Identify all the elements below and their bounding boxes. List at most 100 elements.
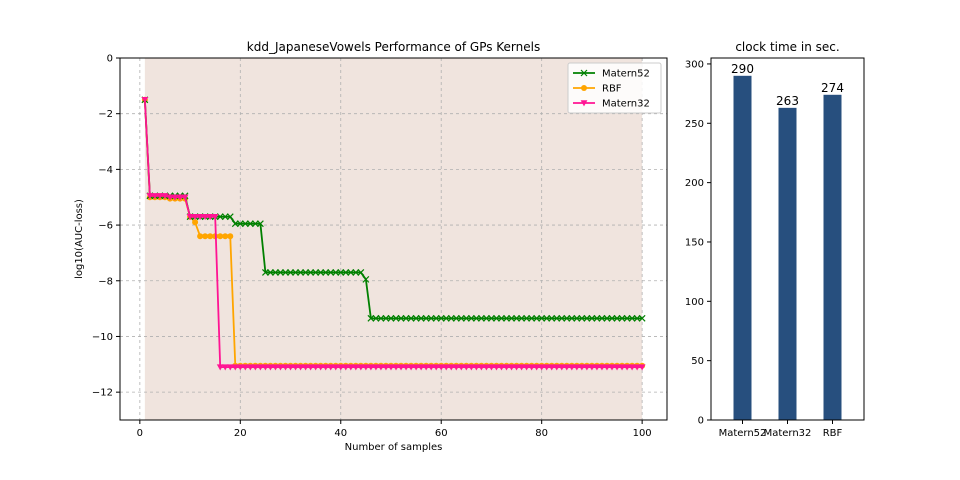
legend-label: RBF [602,84,622,95]
data-point-matern52 [297,268,304,276]
line-chart-series [141,96,646,371]
data-point-matern52 [287,268,294,276]
data-point-matern52 [508,314,515,322]
data-point-matern32 [317,364,325,371]
data-point-matern52 [312,268,320,276]
data-point-matern32 [216,364,224,371]
data-point-matern32 [251,364,259,371]
data-point-matern52 [256,220,264,228]
data-point-matern32 [508,364,515,371]
data-point-matern32 [593,364,601,371]
legend-marker [580,100,588,107]
data-point-matern32 [533,364,541,371]
data-point-matern52 [518,314,526,322]
data-point-matern52 [261,268,269,276]
data-point-matern52 [538,314,546,322]
data-point-matern32 [397,364,405,371]
data-point-matern32 [156,193,164,200]
data-point-matern52 [613,314,621,322]
data-point-matern32 [357,364,365,371]
data-point-matern32 [412,364,420,371]
x-tick-label: 100 [633,428,652,439]
legend-item-rbf: RBF [573,84,622,95]
y-tick-label: −6 [98,221,113,232]
data-point-matern32 [483,364,490,371]
bar-rbf [823,94,842,420]
data-point-matern52 [493,314,500,322]
data-point-rbf [197,233,204,240]
data-point-matern52 [462,314,470,322]
data-point-matern52 [307,268,315,276]
legend-item-matern52: Matern52 [573,69,650,80]
data-point-matern32 [181,194,189,201]
data-point-matern52 [352,268,360,276]
data-point-matern52 [503,314,510,322]
data-point-matern32 [166,194,174,201]
data-point-matern52 [412,314,420,322]
data-point-matern52 [407,314,415,322]
data-point-matern52 [302,268,310,276]
bar-matern32 [778,107,797,420]
data-point-matern52 [427,314,435,322]
line-chart: 0 20 40 60 80 100 0 −2 −4 −6 −8 −10 −12 kdd_Japanes… [74,40,668,453]
data-point-matern52 [437,314,445,322]
data-point-matern52 [236,220,244,228]
data-point-matern52 [251,220,259,228]
data-point-matern52 [327,268,335,276]
data-point-matern52 [241,220,249,228]
legend-label: Matern32 [602,99,650,110]
data-point-matern32 [513,364,520,371]
data-point-matern52 [533,314,541,322]
data-point-matern52 [548,314,556,322]
data-point-matern52 [563,314,571,322]
data-point-matern52 [272,268,279,276]
data-point-matern32 [347,364,355,371]
y-tick-label: 50 [691,356,704,367]
data-point-matern52 [638,314,646,322]
data-point-matern32 [422,364,430,371]
data-point-matern52 [452,314,460,322]
data-point-matern32 [588,364,596,371]
x-tick-label: Matern32 [764,428,812,439]
data-point-matern52 [558,314,566,322]
data-point-matern52 [292,268,299,276]
legend-marker [580,69,588,77]
data-point-matern52 [513,314,520,322]
data-point-rbf [207,233,214,240]
data-point-matern52 [337,268,345,276]
data-point-matern32 [226,364,234,371]
data-point-matern52 [568,314,576,322]
data-point-matern32 [191,214,199,221]
data-point-matern52 [382,314,390,322]
data-point-rbf [222,233,229,240]
data-point-matern32 [272,364,279,371]
y-tick-label: 0 [698,416,704,427]
y-tick-label: 100 [685,297,704,308]
data-point-matern52 [477,314,485,322]
data-point-matern52 [588,314,596,322]
data-point-matern32 [246,364,254,371]
data-point-matern52 [317,268,325,276]
data-point-matern32 [432,364,440,371]
bar-value-label: 263 [776,94,799,108]
bar-matern52 [733,75,752,420]
data-point-matern52 [553,314,561,322]
bar-value-label: 290 [731,62,754,76]
series-matern32 [141,97,646,371]
data-point-matern32 [618,364,626,371]
data-point-matern52 [633,314,641,322]
data-point-rbf [217,233,224,240]
data-point-matern32 [236,364,244,371]
data-point-matern32 [231,364,239,371]
legend-label: Matern52 [602,69,650,80]
data-point-matern32 [402,364,410,371]
data-point-matern52 [347,268,355,276]
y-tick-label: −12 [92,388,113,399]
x-tick-label: 0 [137,428,143,439]
x-tick-label: 40 [334,428,347,439]
data-point-matern52 [372,314,380,322]
data-point-matern52 [231,220,239,228]
data-point-rbf [227,233,234,240]
